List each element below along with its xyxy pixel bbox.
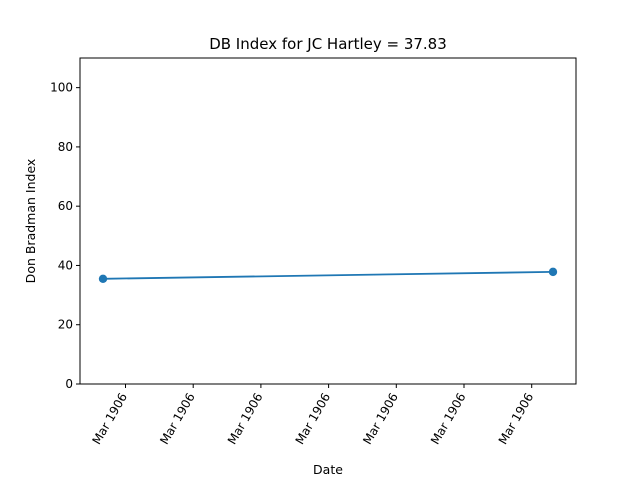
data-point xyxy=(548,267,558,277)
x-tick-label: Mar 1906 xyxy=(89,391,130,447)
x-tick-label: Mar 1906 xyxy=(293,391,334,447)
y-tick-label: 20 xyxy=(58,318,73,332)
chart-title: DB Index for JC Hartley = 37.83 xyxy=(209,35,447,53)
y-axis-label: Don Bradman Index xyxy=(23,159,38,284)
x-tick-label: Mar 1906 xyxy=(496,391,537,447)
y-tick-label: 60 xyxy=(58,199,73,213)
y-tick-label: 0 xyxy=(65,377,73,391)
x-axis-label: Date xyxy=(313,462,343,477)
x-tick-label: Mar 1906 xyxy=(225,391,266,447)
plot-area: 0 20 40 60 80 100 Mar 1906 Mar 1906 Mar 1906 Mar … xyxy=(50,57,577,447)
x-tick-label: Mar 1906 xyxy=(360,391,401,447)
y-tick-label: 40 xyxy=(58,258,73,272)
data-point xyxy=(98,274,108,283)
x-tick-label: Mar 1906 xyxy=(157,391,198,447)
plot-frame xyxy=(79,57,577,385)
y-tick-label: 80 xyxy=(58,140,73,154)
series-line xyxy=(102,270,554,280)
x-tick-label: Mar 1906 xyxy=(428,391,469,447)
y-tick-label: 100 xyxy=(50,81,73,95)
